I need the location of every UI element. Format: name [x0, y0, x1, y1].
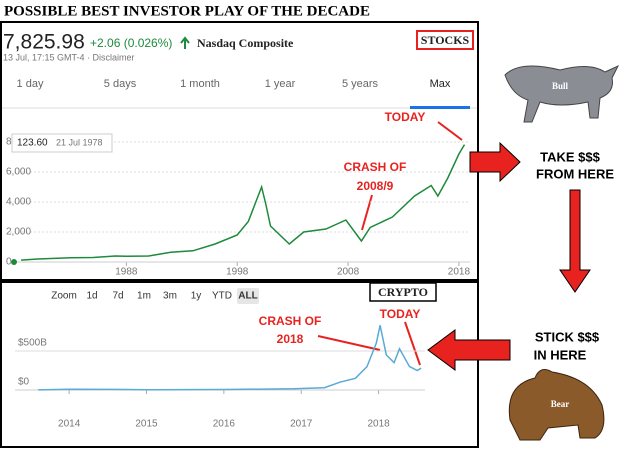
crypto-label: CRYPTO	[378, 285, 428, 299]
crypto-frame	[0, 281, 479, 448]
tooltip-date: 21 Jul 1978	[56, 137, 103, 147]
tab[interactable]: 1m	[137, 291, 151, 302]
tab[interactable]: ALL	[238, 291, 257, 302]
y-tick-label: $500B	[18, 338, 47, 349]
x-tick-label: 2014	[58, 419, 81, 430]
tab[interactable]: 5 years	[342, 78, 379, 90]
right-arrow	[469, 141, 521, 183]
annotation: 2018	[277, 332, 304, 346]
x-tick-label: 2016	[213, 419, 236, 430]
tab[interactable]: 1 day	[17, 78, 44, 90]
annotation: CRASH OF	[344, 160, 407, 174]
today-pointer	[437, 121, 463, 141]
annotation: TODAY	[380, 307, 421, 321]
y-tick-label: $0	[18, 377, 30, 388]
tab[interactable]: 3m	[163, 291, 177, 302]
tab: Zoom	[51, 291, 77, 302]
tab[interactable]: YTD	[212, 291, 232, 302]
stick-text: IN HERE	[534, 347, 587, 362]
take-text: TAKE $$$	[540, 149, 600, 164]
annotation: CRASH OF	[259, 314, 322, 328]
tab-button	[185, 288, 207, 304]
take-text: FROM HERE	[536, 166, 614, 181]
tab-selected	[410, 106, 470, 109]
tooltip-value: 123.60	[17, 138, 48, 149]
tab[interactable]: 1y	[191, 291, 202, 302]
x-tick-label: 1988	[115, 267, 138, 278]
y-tick-label: 4,000	[6, 197, 31, 208]
price: 7,825.98	[3, 31, 85, 54]
annotation: TODAY	[385, 110, 426, 124]
line	[38, 325, 422, 391]
down-arrow	[559, 189, 591, 293]
bull: Bull	[504, 64, 620, 123]
timestamp: 13 Jul, 17:15 GMT-4 · Disclaimer	[3, 52, 135, 62]
x-tick-label: 2018	[367, 419, 390, 430]
tab-button	[237, 288, 259, 304]
tab-button	[159, 288, 181, 304]
annotation: 2008/9	[357, 179, 394, 193]
tooltip	[11, 133, 113, 153]
tab-button	[133, 288, 155, 304]
tab[interactable]: 1 month	[180, 78, 220, 90]
stocks-frame	[0, 21, 479, 281]
bear-label: Bear	[551, 399, 570, 409]
tab-button	[107, 288, 129, 304]
crash2018-pointer	[317, 335, 381, 351]
tab-button	[81, 288, 103, 304]
y-tick-label: 6,000	[6, 167, 31, 178]
bear: Bear	[508, 369, 605, 441]
headline: POSSIBLE BEST INVESTOR PLAY OF THE DECAD…	[4, 3, 370, 19]
tab[interactable]: 7d	[112, 291, 123, 302]
left-arrow	[427, 329, 511, 371]
x-tick-label: 2018	[448, 267, 471, 278]
line	[21, 144, 466, 261]
start-dot	[11, 259, 17, 265]
x-tick-label: 2008	[337, 267, 360, 278]
today2-pointer	[404, 321, 421, 366]
tab-button	[211, 288, 233, 304]
bull-label: Bull	[552, 81, 569, 91]
stocks-label: STOCKS	[421, 33, 470, 47]
tab[interactable]: 5 days	[104, 78, 137, 90]
crash-pointer	[361, 194, 373, 231]
y-tick-label: 2,000	[6, 227, 31, 238]
up-arrow	[180, 36, 190, 49]
tab[interactable]: 1 year	[265, 78, 296, 90]
y-tick-label: 0	[6, 257, 12, 268]
stocks-label-box	[416, 30, 474, 50]
x-tick-label: 1998	[226, 267, 249, 278]
x-tick-label: 2015	[135, 419, 158, 430]
x-tick-label: 2017	[290, 419, 313, 430]
arrows	[427, 141, 591, 371]
stick-text: STICK $$$	[535, 329, 600, 344]
tab[interactable]: Max	[430, 78, 451, 90]
tab[interactable]: 1d	[86, 291, 97, 302]
change: +2.06 (0.026%)	[90, 36, 172, 50]
crypto-label-box	[369, 282, 437, 302]
index-name: Nasdaq Composite	[197, 36, 294, 50]
